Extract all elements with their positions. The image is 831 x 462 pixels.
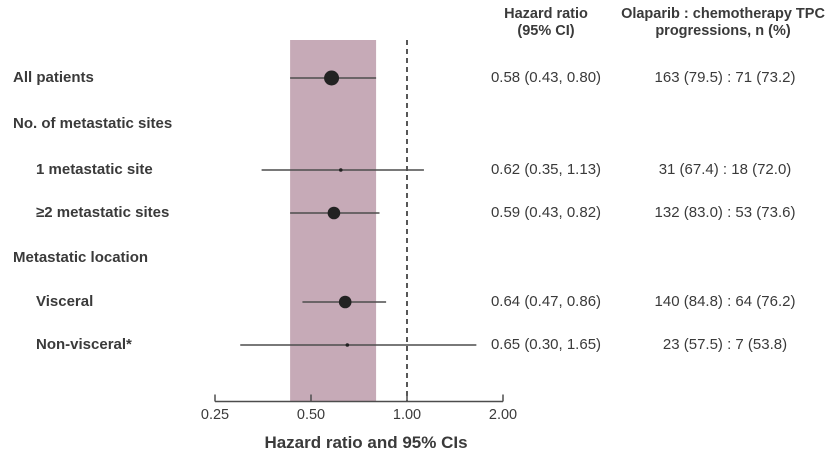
row-label-no-of-metastatic-sites: No. of metastatic sites <box>13 115 173 132</box>
row-label-visceral: Visceral <box>36 293 94 310</box>
hr-point-1-metastatic-site <box>338 168 343 172</box>
hr-value-visceral: 0.64 (0.47, 0.86) <box>490 293 602 310</box>
x-axis-tick-label: 0.25 <box>201 407 229 423</box>
progressions-value-visceral: 140 (84.8) : 64 (76.2) <box>654 293 796 310</box>
hr-value-all-patients: 0.58 (0.43, 0.80) <box>490 69 602 86</box>
pooled-ci-band <box>290 40 377 402</box>
hr-point-non-visceral <box>345 343 350 347</box>
progressions-value-1-metastatic-site: 31 (67.4) : 18 (72.0) <box>658 161 792 178</box>
progressions-column-header: Olaparib : chemotherapy TPC progressions… <box>621 6 825 39</box>
x-axis-tick-label: 1.00 <box>393 407 421 423</box>
row-label-metastatic-location: Metastatic location <box>13 249 149 266</box>
row-label-1-metastatic-site: 1 metastatic site <box>36 161 153 178</box>
row-label-all-patients: All patients <box>13 69 94 86</box>
x-axis-tick-label: 2.00 <box>489 407 517 423</box>
hr-point-2-metastatic-sites <box>327 206 341 220</box>
row-label-non-visceral: Non-visceral* <box>36 336 132 353</box>
hr-point-all-patients <box>324 70 340 86</box>
row-label-2-or-more-metastatic-sites: ≥2 metastatic sites <box>36 204 170 221</box>
x-axis-tick-label: 0.50 <box>297 407 325 423</box>
hr-value-non-visceral: 0.65 (0.30, 1.65) <box>490 336 602 353</box>
progressions-value-2-or-more-metastatic-sites: 132 (83.0) : 53 (73.6) <box>654 204 796 221</box>
x-axis-title: Hazard ratio and 95% CIs <box>264 433 467 452</box>
hr-value-2-or-more-metastatic-sites: 0.59 (0.43, 0.82) <box>490 204 602 221</box>
hr-value-1-metastatic-site: 0.62 (0.35, 1.13) <box>490 161 602 178</box>
hazard-ratio-column-header: Hazard ratio (95% CI) <box>504 6 588 39</box>
progressions-value-all-patients: 163 (79.5) : 71 (73.2) <box>654 69 796 86</box>
hr-point-visceral <box>338 295 352 309</box>
progressions-value-non-visceral: 23 (57.5) : 7 (53.8) <box>662 336 788 353</box>
